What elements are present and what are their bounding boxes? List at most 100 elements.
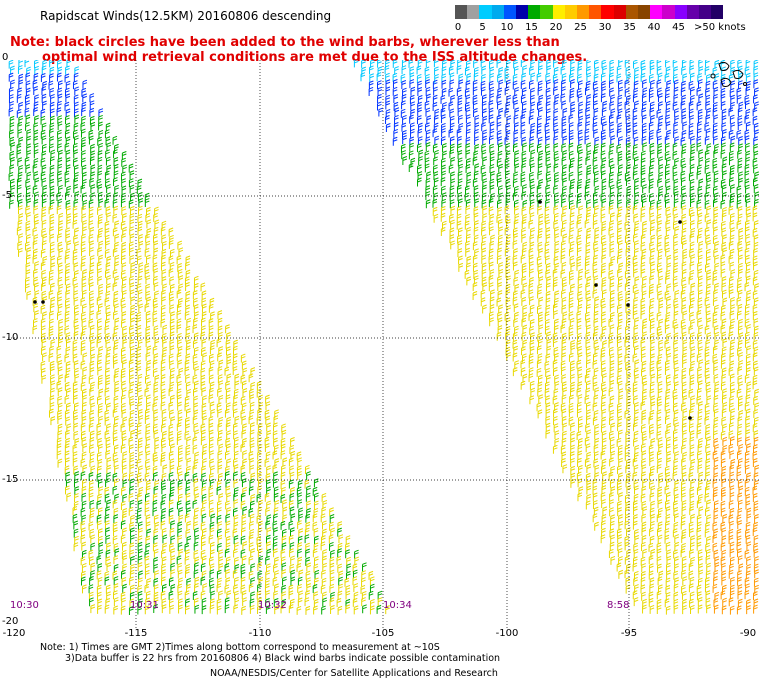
wind-barb	[689, 436, 695, 446]
wind-barb	[208, 318, 214, 328]
wind-barb	[690, 535, 695, 545]
wind-barb	[410, 108, 415, 118]
wind-barb	[712, 583, 718, 593]
contamination-marker	[41, 300, 45, 304]
wind-barb	[353, 605, 359, 615]
wind-barb	[25, 269, 31, 279]
wind-barb	[736, 514, 742, 524]
wind-barb	[193, 387, 198, 397]
wind-barb	[673, 346, 679, 356]
wind-barb	[322, 562, 327, 572]
wind-barb	[281, 598, 287, 608]
wind-barb	[136, 332, 142, 342]
wind-barb	[626, 422, 631, 432]
wind-barb	[657, 220, 662, 230]
wind-barb	[146, 528, 152, 538]
wind-barb	[553, 100, 559, 110]
wind-barb	[425, 60, 431, 68]
wind-barb	[665, 163, 670, 173]
wind-barb	[176, 324, 182, 334]
wind-barb	[136, 514, 142, 524]
wind-barb	[121, 486, 126, 496]
wind-barb	[706, 205, 712, 215]
wind-barb	[72, 276, 78, 286]
wind-barb	[297, 597, 303, 607]
wind-barb	[74, 471, 79, 481]
wind-barb	[640, 241, 646, 251]
wind-barb	[497, 136, 502, 146]
wind-barb	[737, 374, 743, 384]
wind-barb	[265, 415, 270, 425]
wind-barb	[656, 79, 662, 89]
wind-barb	[466, 73, 472, 83]
wind-barb	[696, 86, 702, 96]
wind-barb	[696, 514, 702, 524]
wind-map-area[interactable]	[8, 60, 760, 628]
wind-barb	[682, 121, 687, 131]
wind-barb	[113, 395, 119, 405]
wind-barb	[121, 289, 127, 299]
wind-barb	[66, 185, 71, 195]
wind-barb	[489, 163, 495, 173]
wind-barb	[568, 150, 574, 160]
wind-barb	[144, 555, 150, 565]
wind-barb	[81, 150, 86, 160]
wind-barb	[234, 373, 240, 383]
wind-barb	[666, 450, 671, 460]
wind-barb	[537, 332, 542, 342]
wind-barb	[729, 471, 735, 481]
wind-barb	[658, 318, 664, 328]
wind-barb	[216, 605, 222, 615]
wind-barb	[506, 115, 512, 125]
wind-barb	[705, 80, 711, 90]
wind-barb	[713, 93, 718, 103]
wind-barb	[649, 129, 654, 139]
wind-barb	[480, 297, 486, 307]
wind-barb	[584, 457, 590, 467]
wind-barb	[538, 296, 544, 306]
wind-barb	[705, 555, 711, 565]
wind-barb	[96, 451, 102, 461]
wind-barb	[185, 479, 191, 489]
wind-barb	[458, 163, 464, 173]
wind-barb	[128, 436, 134, 446]
wind-barb	[74, 493, 79, 503]
wind-barb	[704, 227, 710, 236]
wind-barb	[592, 381, 598, 391]
wind-barb	[672, 318, 678, 328]
wind-barb	[145, 514, 151, 524]
wind-barb	[360, 584, 366, 594]
wind-barb	[209, 450, 214, 460]
wind-barb	[369, 65, 374, 75]
wind-barb	[488, 107, 494, 117]
wind-barb	[73, 262, 79, 272]
wind-barb	[601, 60, 607, 69]
wind-barb	[744, 373, 750, 383]
wind-barb	[609, 247, 615, 257]
wind-barb	[128, 178, 134, 188]
wind-barb	[440, 177, 446, 187]
wind-barb	[489, 304, 495, 314]
wind-barb	[297, 492, 302, 502]
wind-barb	[416, 65, 422, 75]
wind-barb	[40, 318, 46, 328]
wind-barb	[641, 450, 647, 460]
wind-barb	[248, 583, 254, 593]
contamination-marker	[594, 283, 598, 287]
wind-barb	[601, 241, 607, 251]
wind-barb	[625, 501, 631, 510]
wind-barb	[529, 268, 534, 278]
wind-barb	[529, 212, 535, 222]
wind-barb	[554, 374, 559, 384]
wind-barb	[512, 80, 518, 90]
wind-barb	[600, 93, 606, 103]
wind-barb	[34, 261, 39, 271]
wind-barb	[640, 170, 646, 180]
wind-barb	[754, 464, 760, 474]
wind-barb	[729, 114, 735, 124]
wind-barb	[520, 79, 526, 89]
wind-barb	[466, 226, 471, 236]
wind-barb	[658, 339, 663, 349]
wind-barb	[194, 429, 199, 439]
wind-barb	[481, 171, 487, 181]
